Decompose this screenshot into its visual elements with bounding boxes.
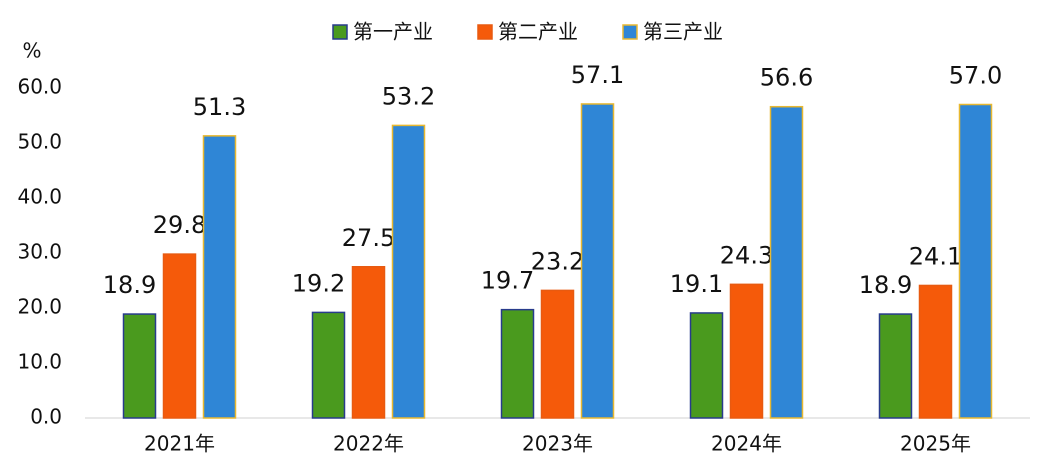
data-label: 53.2 xyxy=(382,82,435,110)
data-label: 19.1 xyxy=(670,270,723,298)
y-tick-label: 0.0 xyxy=(30,405,62,429)
bar xyxy=(689,312,724,419)
legend-swatch xyxy=(477,24,493,40)
data-label: 19.2 xyxy=(292,269,345,297)
data-label: 27.5 xyxy=(342,224,395,252)
data-label: 18.9 xyxy=(103,271,156,299)
bar xyxy=(769,105,804,419)
bar xyxy=(878,313,913,419)
data-label: 51.3 xyxy=(193,93,246,121)
legend-label: 第二产业 xyxy=(498,20,578,44)
data-label: 18.9 xyxy=(859,271,912,299)
data-label: 19.7 xyxy=(481,267,534,295)
data-label: 57.1 xyxy=(571,61,624,89)
y-tick-label: 40.0 xyxy=(17,185,62,209)
bar xyxy=(500,308,535,419)
bar xyxy=(311,311,346,419)
y-tick-label: 60.0 xyxy=(17,75,62,99)
legend-label: 第一产业 xyxy=(353,20,433,44)
bar xyxy=(122,313,157,419)
data-label: 29.8 xyxy=(153,211,206,239)
data-label: 24.3 xyxy=(720,241,773,269)
x-tick-label: 2022年 xyxy=(333,432,404,456)
bar xyxy=(162,253,197,419)
bar xyxy=(918,284,953,419)
legend-label: 第三产业 xyxy=(643,20,723,44)
y-tick-label: 30.0 xyxy=(17,240,62,264)
x-tick-label: 2023年 xyxy=(522,432,593,456)
bar xyxy=(351,266,386,419)
data-label: 56.6 xyxy=(760,64,813,92)
y-tick-label: 20.0 xyxy=(17,295,62,319)
bar xyxy=(729,283,764,419)
y-axis-label: % xyxy=(22,39,41,63)
x-tick-label: 2021年 xyxy=(144,432,215,456)
legend-swatch xyxy=(622,24,638,40)
bar xyxy=(202,135,237,419)
y-tick-label: 10.0 xyxy=(17,350,62,374)
bar xyxy=(391,124,426,419)
legend-swatch xyxy=(332,24,348,40)
x-tick-label: 2025年 xyxy=(900,432,971,456)
bar xyxy=(958,103,993,419)
data-label: 23.2 xyxy=(531,247,584,275)
y-tick-label: 50.0 xyxy=(17,130,62,154)
bar xyxy=(540,289,575,419)
x-tick-label: 2024年 xyxy=(711,432,782,456)
bar xyxy=(580,103,615,419)
data-label: 24.1 xyxy=(909,242,962,270)
data-label: 57.0 xyxy=(949,62,1002,90)
